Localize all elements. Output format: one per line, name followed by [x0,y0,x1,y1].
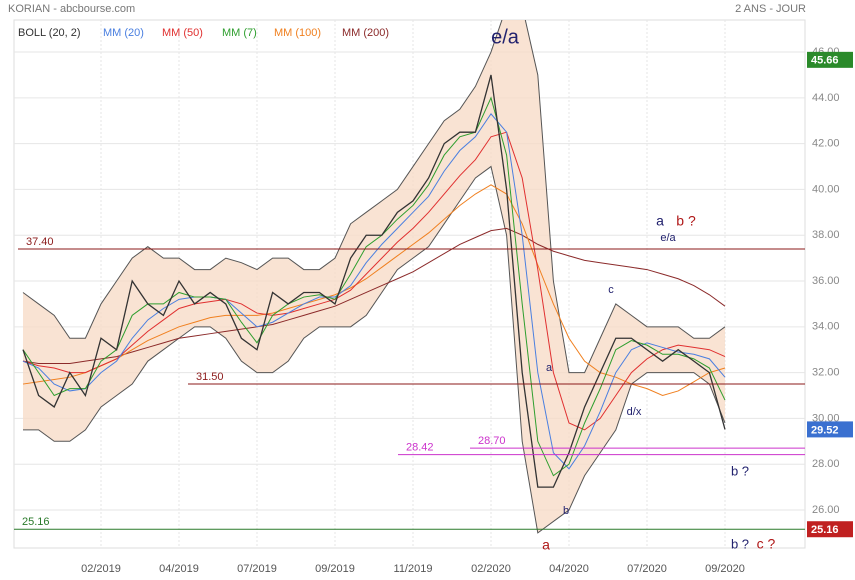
legend-entry: MM (50) [162,27,203,39]
annotation: b [563,505,569,517]
y-tick-label: 38.00 [812,229,840,241]
level-label: 25.16 [22,516,50,528]
plot-area [14,20,805,548]
y-tick-label: 42.00 [812,138,840,150]
annotation: a [546,362,553,374]
annotation: c ? [757,536,776,552]
level-label: 37.40 [26,236,54,248]
annotation: b ? [731,536,749,551]
price-tag-label: 25.16 [811,524,839,536]
x-tick-label: 09/2020 [705,563,745,575]
annotation: b ? [731,463,749,478]
x-tick-label: 04/2020 [549,563,589,575]
period: 2 ANS - JOUR [735,3,806,15]
plot-frame [13,19,806,549]
legend-entry: MM (7) [222,27,257,39]
ma-line [22,227,726,364]
y-tick-label: 36.00 [812,275,840,287]
annotation: b ? [676,213,696,229]
price-tag [807,51,853,68]
annotation: a [656,213,664,229]
x-tick-label: 02/2020 [471,563,511,575]
price-tag [807,521,853,538]
annotation: d/x [627,406,642,418]
legend-entry: MM (20) [103,27,144,39]
chart-title: KORIAN - abcbourse.com [8,3,135,15]
legend-entry: BOLL (20, 2) [18,27,81,39]
x-tick-label: 02/2019 [81,563,121,575]
level-label: 28.70 [478,435,506,447]
legend-entry: MM (100) [274,27,321,39]
price-tag-label: 29.52 [811,424,839,436]
level-label: 28.42 [406,441,434,453]
bollinger-lower [23,165,726,534]
price-tag [807,421,853,438]
y-tick-label: 28.00 [812,458,840,470]
annotation: e/a [491,26,520,48]
legend-entry: MM (200) [342,27,389,39]
annotation: e/a [660,232,676,244]
y-tick-label: 40.00 [812,183,840,195]
x-tick-label: 11/2019 [394,563,433,575]
x-tick-label: 07/2020 [627,563,667,575]
annotation: a [542,537,550,553]
ma-line [22,131,726,431]
x-tick-label: 07/2019 [237,563,277,575]
bollinger-band [23,20,725,533]
y-tick-label: 32.00 [812,367,840,379]
ma-line [22,113,726,470]
y-tick-label: 44.00 [812,92,840,104]
annotation: c [608,284,614,296]
y-tick-label: 30.00 [812,412,840,424]
y-tick-label: 34.00 [812,321,840,333]
ma-line [22,184,726,397]
y-tick-label: 26.00 [812,504,840,516]
x-tick-label: 04/2019 [159,563,199,575]
overlay: e/a a b ? e/a c a d/x b a b ? b ? c ? [491,26,775,552]
x-tick-label: 09/2019 [315,563,355,575]
price-line [22,74,726,488]
ma-line [22,96,726,477]
bollinger-upper [22,20,726,374]
level-label: 31.50 [196,371,224,383]
price-tag-label: 45.66 [811,55,839,67]
